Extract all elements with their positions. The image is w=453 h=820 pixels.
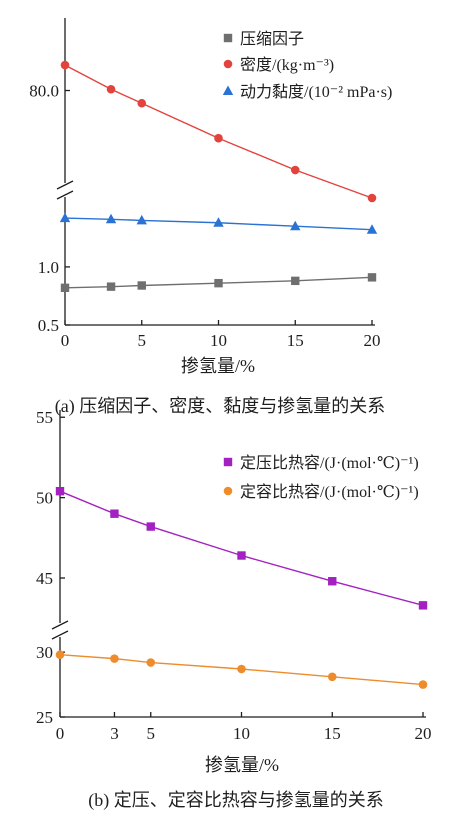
data-point-triangle [136, 214, 147, 225]
data-point-square [291, 276, 300, 286]
chart-panel-b: 0 3 5 10 15 20 25 30 45 50 55 定压比热容/(J·(mol·℃)⁻¹) 定容… [36, 408, 432, 743]
x-tick-label: 0 [56, 724, 65, 743]
legend-marker-circle [223, 59, 233, 69]
x-axis-label: 掺氢量/% [205, 755, 279, 775]
data-point-square [55, 486, 65, 496]
data-point-square [60, 283, 70, 293]
data-point-triangle [366, 224, 378, 234]
x-tick-label: 20 [364, 331, 381, 350]
y-tick-label: 25 [36, 708, 53, 727]
legend-label: 压缩因子 [240, 30, 304, 48]
legend-marker-square [223, 457, 233, 467]
data-point-circle [60, 60, 70, 70]
data-point-square [146, 522, 155, 531]
data-point-square [418, 601, 428, 610]
legend-marker-triangle [222, 85, 234, 95]
data-point-circle [418, 680, 428, 689]
data-point-circle [327, 672, 337, 682]
data-point-triangle [59, 212, 71, 223]
x-tick-label: 5 [138, 331, 147, 350]
x-tick-label: 0 [61, 331, 70, 350]
x-tick-label: 15 [287, 331, 304, 350]
axis-break-mark [51, 620, 69, 630]
data-point-square [237, 551, 246, 560]
x-tick-label: 3 [110, 724, 119, 743]
series-line [64, 276, 373, 289]
y-tick-label: 45 [36, 569, 53, 588]
series-line [64, 64, 373, 199]
legend-marker-square [223, 33, 233, 43]
y-tick-label: 0.5 [38, 316, 59, 335]
data-point-circle [110, 654, 119, 663]
data-point-square [328, 577, 337, 586]
x-axis-label: 掺氢量/% [181, 356, 255, 376]
x-tick-label: 15 [324, 724, 341, 743]
data-point-circle [290, 165, 300, 175]
axis-break-mark [56, 180, 74, 190]
y-tick-label: 50 [36, 489, 53, 508]
legend-label: 定压比热容/(J·(mol·℃)⁻¹) [240, 454, 419, 472]
y-tick-label: 30 [36, 643, 53, 662]
legend-label: 定容比热容/(J·(mol·℃)⁻¹) [240, 483, 419, 501]
figure-caption: (b) 定压、定容比热容与掺氢量的关系 [88, 790, 384, 811]
figure-caption: (a) 压缩因子、密度、黏度与掺氢量的关系 [55, 396, 385, 417]
axis-break-mark [51, 630, 69, 640]
data-point-circle [146, 658, 156, 667]
y-tick-label: 55 [36, 408, 53, 427]
axis-break-mark [56, 190, 74, 200]
y-tick-label: 80.0 [29, 82, 59, 101]
x-tick-label: 20 [415, 724, 432, 743]
series-line [59, 654, 424, 686]
data-point-circle [214, 133, 223, 143]
legend-marker-circle [223, 486, 233, 496]
data-point-square [110, 509, 119, 518]
data-point-square [137, 281, 146, 290]
legend-label: 动力黏度/(10⁻² mPa·s) [240, 83, 392, 101]
data-point-circle [137, 98, 147, 108]
data-point-circle [237, 664, 246, 674]
data-point-circle [367, 193, 377, 203]
data-point-square [106, 282, 116, 291]
data-point-triangle [213, 217, 224, 227]
x-tick-label: 10 [233, 724, 250, 743]
data-point-triangle [290, 220, 301, 231]
data-point-square [214, 278, 223, 288]
legend-label: 密度/(kg·m⁻³) [240, 56, 334, 74]
series-line [64, 217, 373, 231]
data-point-circle [55, 650, 65, 660]
data-point-triangle [105, 213, 117, 224]
x-tick-label: 5 [147, 724, 156, 743]
x-tick-label: 10 [210, 331, 227, 350]
series-line [59, 490, 424, 607]
data-point-square [367, 273, 377, 282]
y-tick-label: 1.0 [38, 258, 59, 277]
data-point-circle [106, 84, 116, 94]
